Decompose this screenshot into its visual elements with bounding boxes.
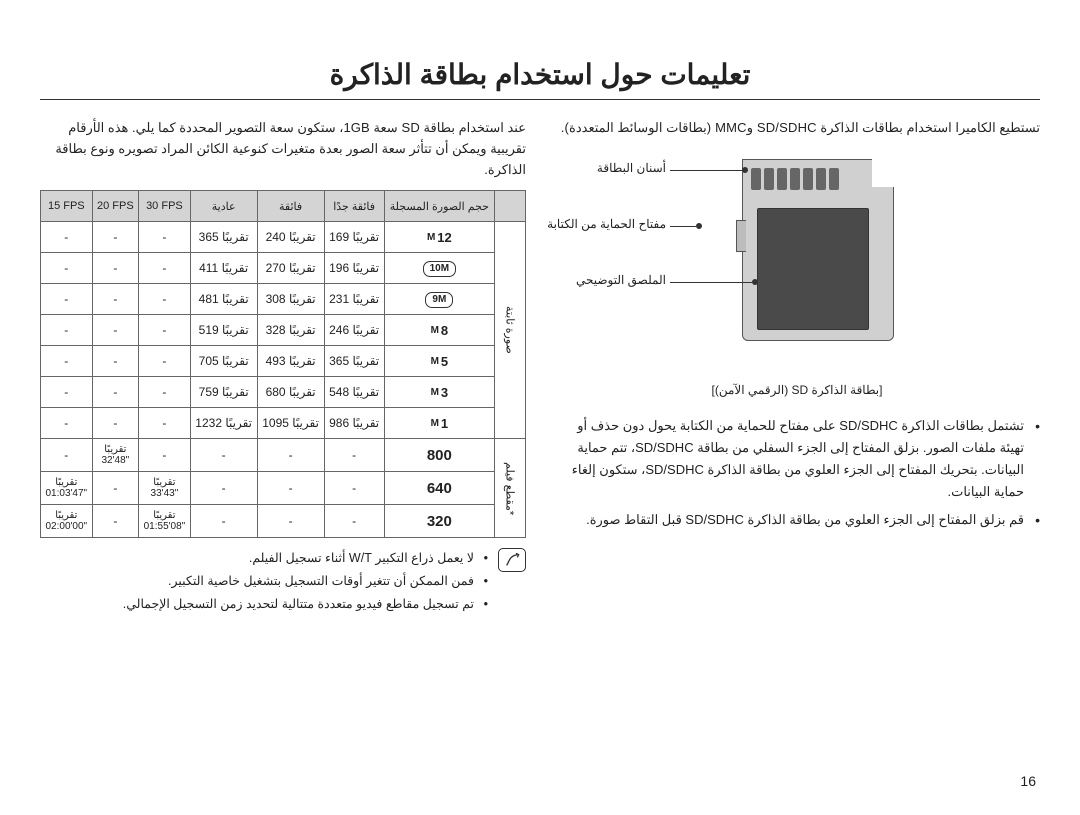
manual-page: تعليمات حول استخدام بطاقة الذاكرة عند اس… (0, 0, 1080, 815)
note-item: لا يعمل ذراع التكبير W/T أثناء تسجيل الف… (123, 548, 488, 568)
size-cell: 10M (384, 253, 494, 284)
note-item: فمن الممكن أن تتغير أوقات التسجيل بتشغيل… (123, 571, 488, 591)
sd-pins-icon (751, 168, 839, 190)
list-item: قم بزلق المفتاح إلى الجزء العلوي من بطاق… (554, 509, 1040, 531)
col-ultra-fine: فائقة جدًا (324, 191, 384, 222)
title-rule (40, 99, 1040, 100)
col-category (495, 191, 526, 222)
table-header-row: حجم الصورة المسجلة فائقة جدًا فائقة عادي… (41, 191, 526, 222)
size-cell: 3M (384, 377, 494, 408)
size-cell: 320 (384, 505, 494, 538)
col-normal: عادية (190, 191, 257, 222)
val-cell: تقريبًا 169 (324, 222, 384, 253)
two-column-layout: عند استخدام بطاقة SD سعة 1GB، ستكون سعة … (40, 112, 1040, 617)
capacity-column: عند استخدام بطاقة SD سعة 1GB، ستكون سعة … (40, 112, 526, 617)
col-15fps: 15 FPS (41, 191, 93, 222)
table-row: 10M تقريبًا 196 تقريبًا 270 تقريبًا 411 … (41, 253, 526, 284)
table-row: 1M تقريبًا 986 تقريبًا 1095 تقريبًا 1232… (41, 408, 526, 439)
notes-block: لا يعمل ذراع التكبير W/T أثناء تسجيل الف… (40, 548, 526, 617)
list-item: تشتمل بطاقات الذاكرة SD/SDHC على مفتاح ل… (554, 415, 1040, 503)
table-body: صورة ثابتة 12M تقريبًا 169 تقريبًا 240 ت… (41, 222, 526, 538)
note-icon (498, 548, 526, 572)
table-row: 640 - - - تقريبًا33'43" - تقريبًا01:03'4… (41, 472, 526, 505)
sd-intro: تستطيع الكاميرا استخدام بطاقات الذاكرة S… (554, 118, 1040, 139)
size-cell: 1M (384, 408, 494, 439)
sd-column: تستطيع الكاميرا استخدام بطاقات الذاكرة S… (554, 112, 1040, 617)
category-movie: *مقطع فيلم (495, 439, 526, 538)
size-cell: 12M (384, 222, 494, 253)
label-sticker: الملصق التوضيحي (576, 273, 666, 287)
label-pins: أسنان البطاقة (597, 161, 666, 175)
notes-list: لا يعمل ذراع التكبير W/T أثناء تسجيل الف… (123, 548, 488, 617)
val-cell: تقريبًا 365 (190, 222, 257, 253)
page-number: 16 (1020, 773, 1036, 789)
size-cell: 800 (384, 439, 494, 472)
size-cell: 640 (384, 472, 494, 505)
table-row: صورة ثابتة 12M تقريبًا 169 تقريبًا 240 ت… (41, 222, 526, 253)
capacity-table: حجم الصورة المسجلة فائقة جدًا فائقة عادي… (40, 190, 526, 538)
table-row: 3M تقريبًا 548 تقريبًا 680 تقريبًا 759 -… (41, 377, 526, 408)
table-row: 8M تقريبًا 246 تقريبًا 328 تقريبًا 519 -… (41, 315, 526, 346)
table-row: 5M تقريبًا 365 تقريبًا 493 تقريبًا 705 -… (41, 346, 526, 377)
size-cell: 8M (384, 315, 494, 346)
size-cell: 5M (384, 346, 494, 377)
col-30fps: 30 FPS (139, 191, 191, 222)
capacity-intro: عند استخدام بطاقة SD سعة 1GB، ستكون سعة … (40, 118, 526, 180)
col-20fps: 20 FPS (92, 191, 139, 222)
sd-write-protect-switch (736, 220, 746, 252)
sd-label-sticker (757, 208, 869, 330)
sd-info-list: تشتمل بطاقات الذاكرة SD/SDHC على مفتاح ل… (554, 415, 1040, 531)
col-size: حجم الصورة المسجلة (384, 191, 494, 222)
val-cell: تقريبًا 240 (257, 222, 324, 253)
note-item: تم تسجيل مقاطع فيديو متعددة متتالية لتحد… (123, 594, 488, 614)
label-switch: مفتاح الحماية من الكتابة (547, 217, 666, 231)
table-row: *مقطع فيلم 800 - - - - تقريبًا32'48" - (41, 439, 526, 472)
col-fine: فائقة (257, 191, 324, 222)
table-row: 9M تقريبًا 231 تقريبًا 308 تقريبًا 481 -… (41, 284, 526, 315)
category-still: صورة ثابتة (495, 222, 526, 439)
size-cell: 9M (384, 284, 494, 315)
sd-card-diagram: أسنان البطاقة مفتاح الحماية من الكتابة ا… (682, 149, 912, 379)
table-row: 320 - - - تقريبًا01:55'08" - تقريبًا02:0… (41, 505, 526, 538)
sd-caption: [بطاقة الذاكرة SD (الرقمي الآمن)] (554, 383, 1040, 397)
page-title: تعليمات حول استخدام بطاقة الذاكرة (40, 58, 1040, 91)
